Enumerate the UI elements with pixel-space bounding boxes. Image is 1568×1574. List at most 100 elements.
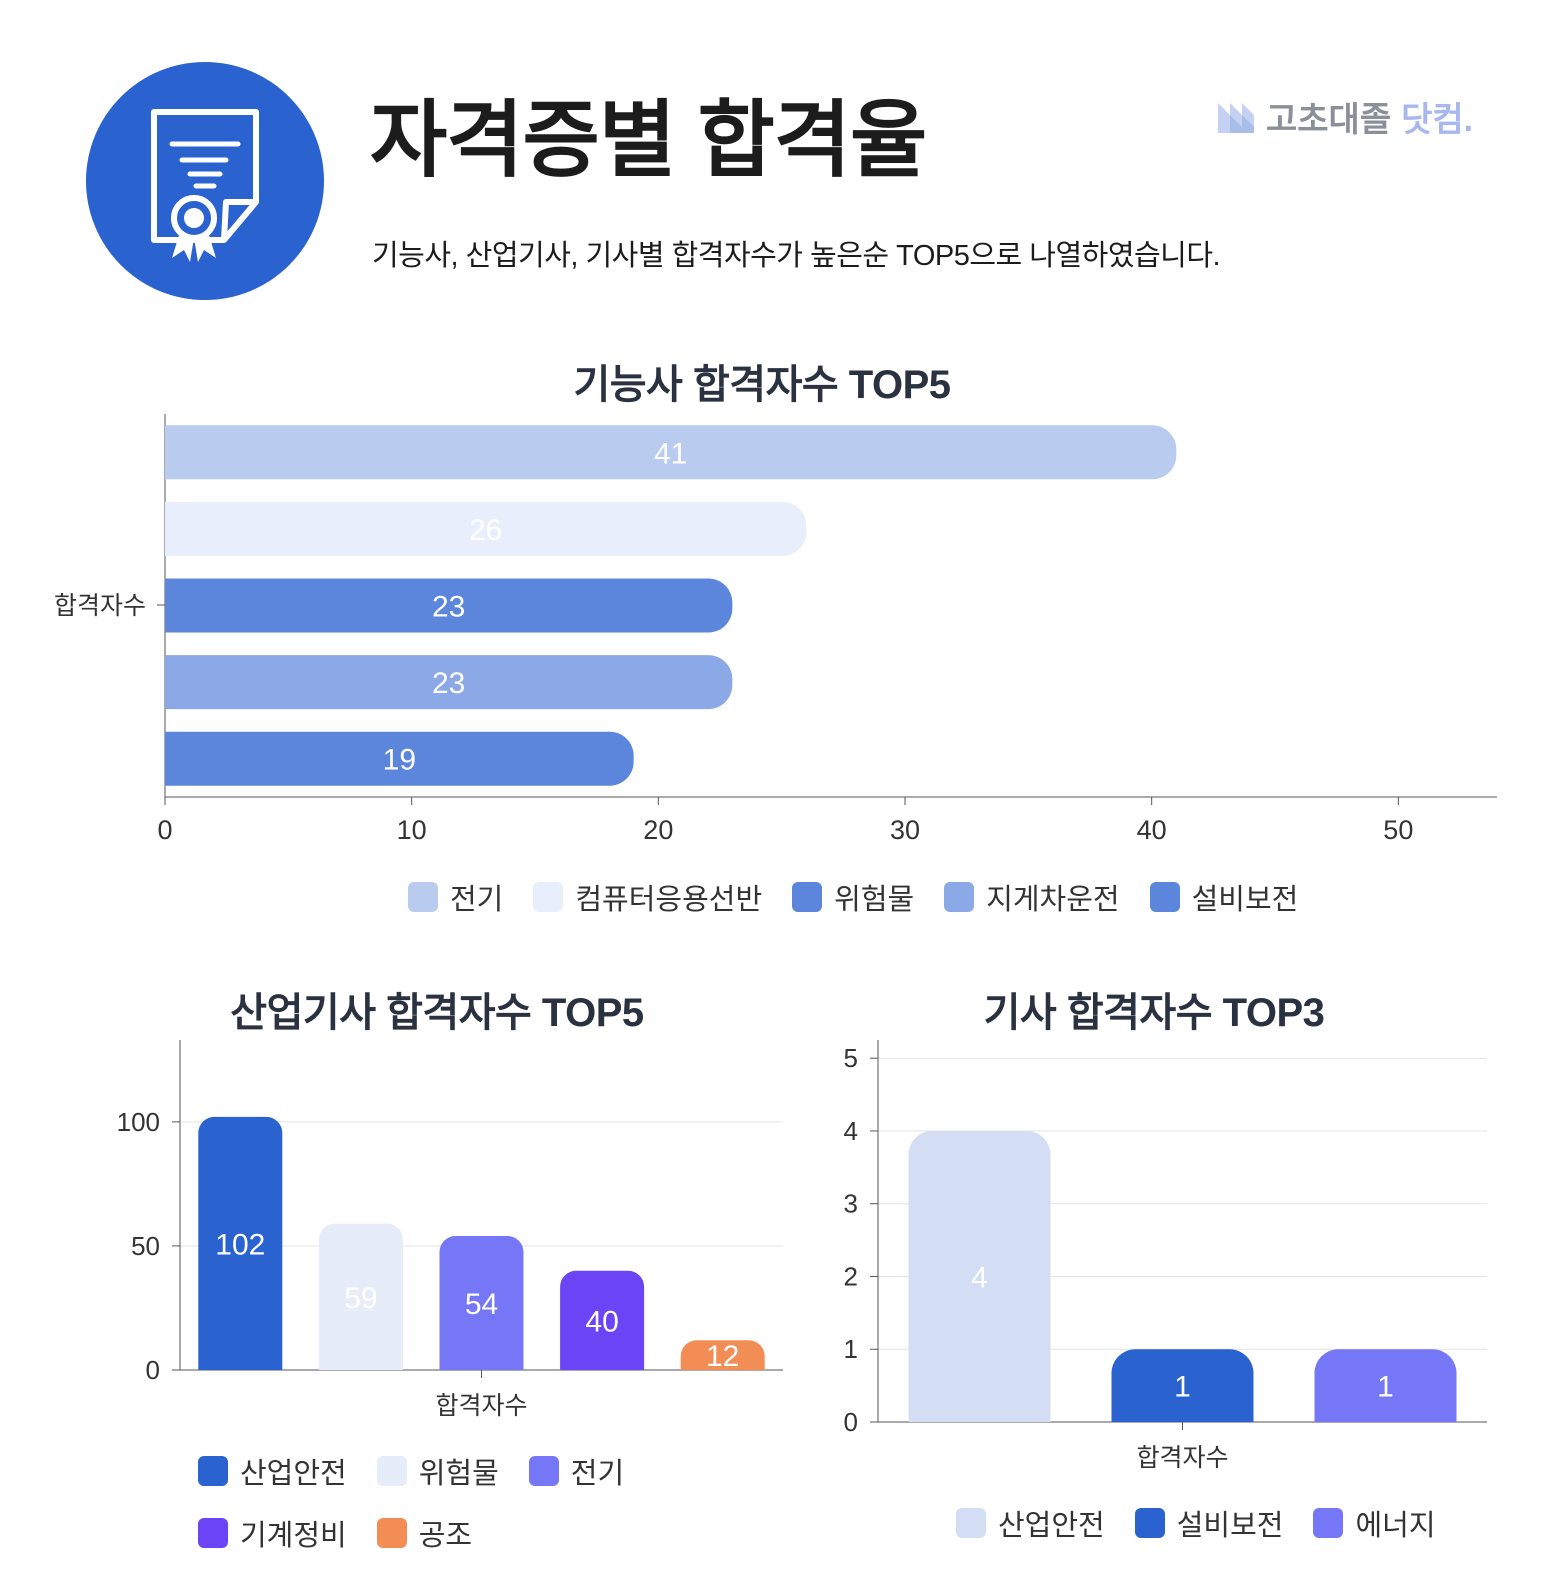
legend-label: 지게차운전 xyxy=(986,884,1120,916)
brand-logo[interactable]: 고초대졸 닷컴. xyxy=(1218,92,1473,141)
y-tick-label: 1 xyxy=(844,1334,858,1364)
legend-item[interactable]: 설비보전 xyxy=(1134,1502,1284,1544)
y-tick-label: 0 xyxy=(844,1407,858,1437)
data-label: 19 xyxy=(383,744,416,777)
y-tick-label: 2 xyxy=(844,1261,858,1291)
x-tick-label: 0 xyxy=(157,815,172,845)
legend-swatch xyxy=(1134,1508,1165,1538)
legend-swatch xyxy=(792,882,823,912)
data-label: 40 xyxy=(585,1305,618,1338)
data-label: 12 xyxy=(706,1340,739,1373)
y-tick-label: 50 xyxy=(131,1231,160,1261)
bar xyxy=(680,1340,765,1370)
x-tick-label: 10 xyxy=(397,815,427,845)
y-axis-label: 합격자수 xyxy=(54,592,146,620)
legend-swatch xyxy=(198,1518,228,1548)
legend-label: 산업안전 xyxy=(240,1458,347,1490)
chart2-svg: 0 50 100 합격자수 102 59 54 40 12 xyxy=(117,1040,783,1420)
y-tick-label: 0 xyxy=(146,1355,160,1385)
bar xyxy=(560,1270,645,1370)
header-badge xyxy=(86,62,324,300)
bar xyxy=(165,501,807,556)
bar xyxy=(165,425,1177,480)
legend-item[interactable]: 기계정비 xyxy=(198,1512,347,1554)
legend-item[interactable]: 전기 xyxy=(528,1450,625,1492)
legend-label: 전기 xyxy=(570,1458,625,1490)
legend-swatch xyxy=(376,1518,407,1548)
legend-item[interactable]: 전기 xyxy=(408,876,503,918)
chart1-legend: 전기 컴퓨터응용선반 위험물 지게차운전 설비보전 xyxy=(408,876,1408,938)
legend-swatch xyxy=(1149,882,1180,912)
legend-label: 설비보전 xyxy=(1191,884,1299,916)
legend-swatch xyxy=(1313,1508,1344,1538)
legend-swatch xyxy=(408,882,438,912)
chart3-legend: 산업안전 설비보전 에너지 xyxy=(956,1502,1556,1564)
legend-item[interactable]: 에너지 xyxy=(1313,1502,1436,1544)
x-tick-label: 30 xyxy=(890,815,920,845)
page-title: 자격증별 합격율 xyxy=(370,93,927,187)
legend-item[interactable]: 산업안전 xyxy=(956,1502,1105,1544)
legend-label: 위험물 xyxy=(418,1458,499,1490)
legend-swatch xyxy=(198,1456,228,1486)
legend-swatch xyxy=(528,1456,559,1486)
bar xyxy=(1314,1349,1457,1422)
bar xyxy=(908,1130,1051,1422)
legend-item[interactable]: 지게차운전 xyxy=(944,876,1120,918)
legend-swatch xyxy=(956,1508,986,1538)
bar xyxy=(165,655,733,710)
bar xyxy=(1111,1349,1254,1422)
page-subtitle: 기능사, 산업기사, 기사별 합격자수가 높은순 TOP5으로 나열하였습니다. xyxy=(372,240,1221,272)
x-tick-label: 20 xyxy=(643,815,673,845)
legend-item[interactable]: 위험물 xyxy=(792,876,914,918)
data-label: 41 xyxy=(654,437,687,470)
bar xyxy=(439,1236,524,1370)
legend-swatch xyxy=(376,1456,407,1486)
bar xyxy=(198,1116,283,1370)
chart3-title: 기사 합격자수 TOP3 xyxy=(983,991,1325,1035)
y-tick-label: 5 xyxy=(844,1043,858,1073)
y-tick-label: 100 xyxy=(117,1107,160,1137)
brand-text-accent: 닷컴. xyxy=(1401,101,1474,139)
bar xyxy=(165,578,733,633)
data-label: 1 xyxy=(1377,1371,1394,1404)
legend-label: 위험물 xyxy=(834,884,915,916)
legend-item[interactable]: 설비보전 xyxy=(1149,876,1299,918)
legend-label: 설비보전 xyxy=(1176,1510,1284,1542)
legend-label: 에너지 xyxy=(1355,1510,1436,1542)
y-tick-label: 3 xyxy=(844,1189,858,1219)
data-label: 23 xyxy=(432,667,465,700)
chart1-svg: 0 10 20 30 40 50 합격자수 41 26 23 23 19 xyxy=(54,414,1497,845)
factory-icon xyxy=(1218,102,1254,133)
data-label: 1 xyxy=(1174,1371,1191,1404)
bar xyxy=(165,731,634,786)
data-label: 23 xyxy=(432,591,465,624)
data-label: 4 xyxy=(971,1261,988,1294)
legend-item[interactable]: 공조 xyxy=(376,1512,473,1554)
legend-item[interactable]: 산업안전 xyxy=(198,1450,347,1492)
legend-swatch xyxy=(533,882,564,912)
brand-text: 고초대졸 xyxy=(1266,101,1392,139)
legend-label: 공조 xyxy=(418,1520,473,1552)
x-axis-label: 합격자수 xyxy=(435,1392,527,1420)
data-label: 54 xyxy=(465,1288,498,1321)
chart2-title: 산업기사 합격자수 TOP5 xyxy=(230,991,644,1035)
legend-swatch xyxy=(944,882,975,912)
x-axis-label: 합격자수 xyxy=(1136,1444,1228,1472)
y-tick-label: 4 xyxy=(844,1116,858,1146)
x-tick-label: 50 xyxy=(1383,815,1413,845)
data-label: 102 xyxy=(215,1228,265,1261)
chart3-svg: 0 1 2 3 4 5 합격자수 4 1 1 xyxy=(844,1040,1487,1472)
chart1-title: 기능사 합격자수 TOP5 xyxy=(573,363,951,407)
legend-item[interactable]: 컴퓨터응용선반 xyxy=(533,876,762,918)
legend-item[interactable]: 위험물 xyxy=(376,1450,499,1492)
x-tick-label: 40 xyxy=(1137,815,1167,845)
legend-label: 컴퓨터응용선반 xyxy=(575,884,763,916)
legend-label: 전기 xyxy=(450,884,504,916)
bar xyxy=(318,1223,403,1370)
certificate-icon xyxy=(151,109,259,262)
legend-label: 산업안전 xyxy=(998,1510,1105,1542)
data-label: 26 xyxy=(469,514,502,547)
legend-label: 기계정비 xyxy=(240,1520,347,1552)
data-label: 59 xyxy=(344,1282,377,1315)
